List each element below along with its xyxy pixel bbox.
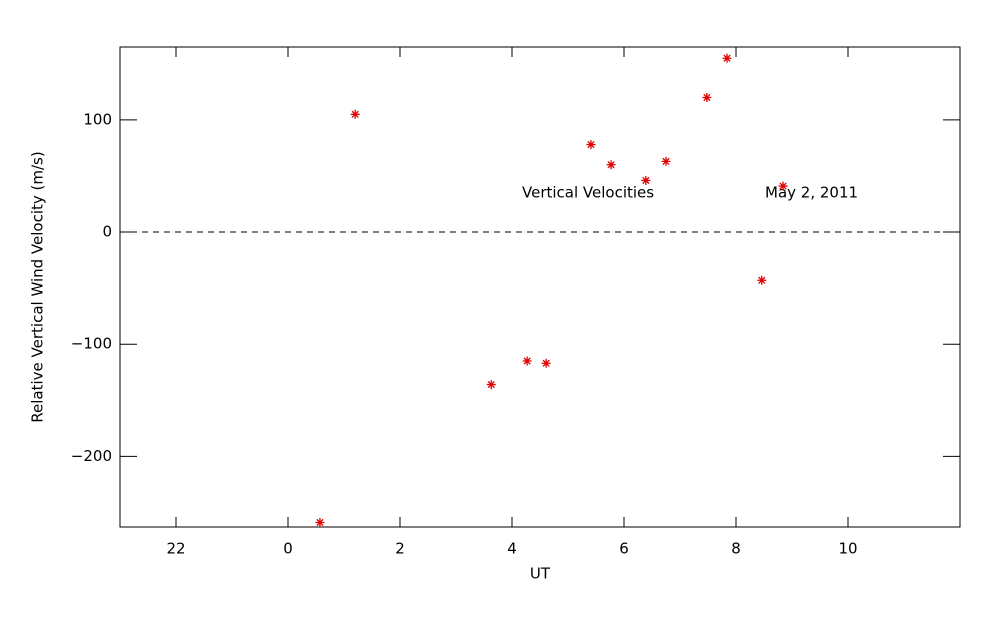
annotation: May 2, 2011 <box>765 184 858 202</box>
x-tick-label: 0 <box>283 540 293 558</box>
point <box>315 518 325 528</box>
x-axis-label: UT <box>530 565 551 583</box>
point <box>486 380 496 390</box>
x-tick-label: 10 <box>838 540 857 558</box>
point <box>702 92 712 102</box>
point <box>522 356 532 366</box>
y-tick-label: 100 <box>83 110 112 128</box>
x-tick-label: 8 <box>731 540 741 558</box>
y-axis-label: Relative Vertical Wind Velocity (m/s) <box>29 151 47 422</box>
annotation: Vertical Velocities <box>522 184 654 202</box>
point <box>757 275 767 285</box>
point <box>606 160 616 170</box>
point <box>661 156 671 166</box>
point <box>778 181 788 191</box>
x-tick-label: 6 <box>619 540 629 558</box>
point <box>586 140 596 150</box>
y-tick-label: −200 <box>71 447 112 465</box>
y-tick-label: 0 <box>102 223 112 241</box>
x-tick-label: 2 <box>395 540 405 558</box>
point <box>350 109 360 119</box>
point <box>641 175 651 185</box>
point <box>541 358 551 368</box>
point <box>722 53 732 63</box>
x-tick-label: 22 <box>166 540 185 558</box>
plot-frame <box>119 46 961 528</box>
x-tick-label: 4 <box>507 540 517 558</box>
y-tick-label: −100 <box>71 335 112 353</box>
